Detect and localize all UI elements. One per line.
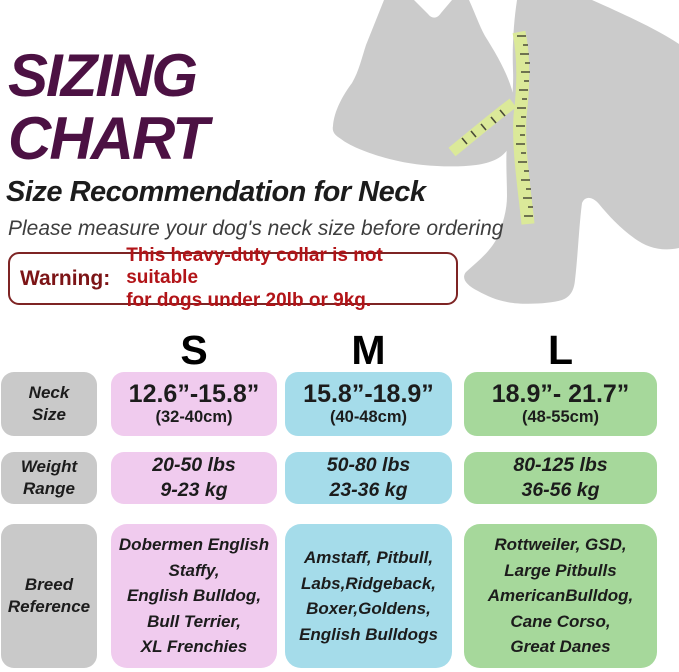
measuring-tape <box>448 30 535 225</box>
neck-size-inches-s: 12.6”-15.8” <box>128 379 260 408</box>
column-header-s: S <box>180 327 208 373</box>
size-table: S M L Neck Size 12.6”-15.8” (32-40cm) 15… <box>1 328 657 668</box>
page-title: SIZING CHART <box>8 42 209 172</box>
warning-box: Warning: This heavy-duty collar is not s… <box>8 245 458 311</box>
neck-size-cm-s: (32-40cm) <box>155 408 233 427</box>
column-header-l: L <box>547 327 574 373</box>
row-label-neck-size: Neck Size <box>1 372 97 436</box>
neck-size-cm-m: (40-48cm) <box>329 408 408 427</box>
subtitle: Size Recommendation for Neck <box>6 176 426 208</box>
breed-reference-cell-m: Amstaff, Pitbull, Labs,Ridgeback, Boxer,… <box>285 524 452 668</box>
title-line-2: CHART <box>8 105 209 172</box>
row-label-breed-reference: Breed Reference <box>1 524 97 668</box>
row-label-weight-range: Weight Range <box>1 452 97 504</box>
dog-silhouette <box>332 0 679 304</box>
dog-head <box>332 0 515 167</box>
neck-size-cell-s: 12.6”-15.8” (32-40cm) <box>111 372 277 436</box>
measure-note: Please measure your dog's neck size befo… <box>8 217 504 240</box>
neck-size-inches-l: 18.9”- 21.7” <box>491 379 630 408</box>
title-line-1: SIZING <box>8 42 198 109</box>
weight-range-cell-s: 20-50 lbs 9-23 kg <box>111 452 277 504</box>
column-header-m: M <box>351 327 386 373</box>
weight-range-cell-l: 80-125 lbs 36-56 kg <box>464 452 657 504</box>
weight-range-cell-m: 50-80 lbs 23-36 kg <box>285 452 452 504</box>
tape-tick-marks <box>461 35 533 217</box>
neck-size-cell-l: 18.9”- 21.7” (48-55cm) <box>464 372 657 436</box>
breed-reference-cell-s: Dobermen English Staffy, English Bulldog… <box>111 524 277 668</box>
neck-size-cell-m: 15.8”-18.9” (40-48cm) <box>285 372 452 436</box>
warning-message: This heavy-duty collar is not suitable f… <box>126 245 383 311</box>
neck-size-inches-m: 15.8”-18.9” <box>303 379 434 408</box>
breed-reference-cell-l: Rottweiler, GSD, Large Pitbulls American… <box>464 524 657 668</box>
warning-label: Warning: <box>20 266 111 290</box>
neck-size-cm-l: (48-55cm) <box>521 408 600 427</box>
